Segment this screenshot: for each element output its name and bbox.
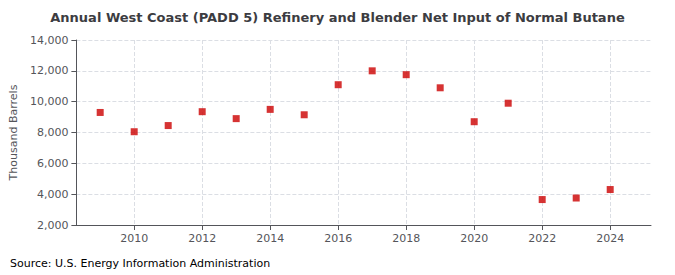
svg-text:Annual West Coast (PADD 5) Ref: Annual West Coast (PADD 5) Refinery and … [50, 10, 625, 25]
svg-text:Source: U.S. Energy Informatio: Source: U.S. Energy Information Administ… [10, 257, 270, 270]
svg-text:2010: 2010 [120, 232, 148, 245]
svg-text:2016: 2016 [324, 232, 352, 245]
svg-text:2014: 2014 [256, 232, 284, 245]
svg-text:4,000: 4,000 [37, 188, 69, 201]
svg-text:10,000: 10,000 [30, 95, 69, 108]
svg-text:6,000: 6,000 [37, 157, 69, 170]
svg-text:2018: 2018 [392, 232, 420, 245]
svg-text:14,000: 14,000 [30, 34, 69, 47]
svg-text:2024: 2024 [596, 232, 624, 245]
svg-text:2022: 2022 [528, 232, 556, 245]
svg-text:Thousand Barrels: Thousand Barrels [7, 84, 20, 181]
svg-text:2,000: 2,000 [37, 219, 69, 232]
svg-text:2020: 2020 [460, 232, 488, 245]
svg-text:2012: 2012 [188, 232, 216, 245]
svg-text:12,000: 12,000 [30, 64, 69, 77]
svg-text:8,000: 8,000 [37, 126, 69, 139]
